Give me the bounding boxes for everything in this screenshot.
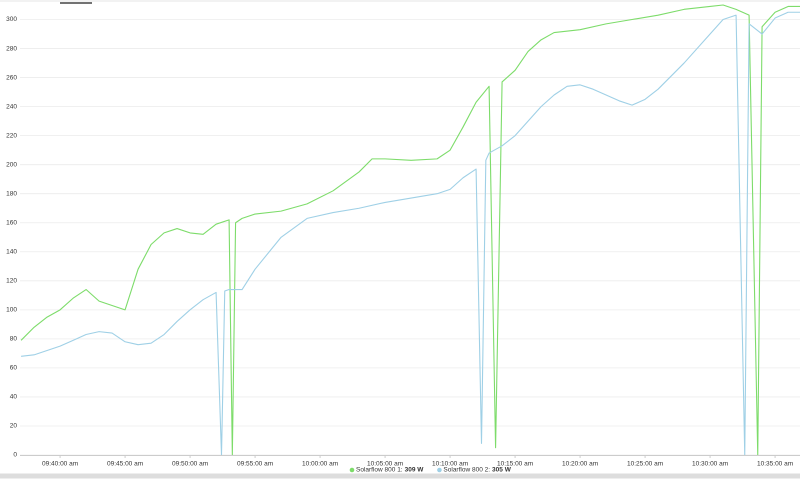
y-tick-label: 100 (6, 307, 17, 314)
legend-swatch (349, 467, 355, 473)
grid (20, 19, 800, 456)
x-tick-label: 10:25:00 am (627, 461, 663, 468)
y-tick-label: 220 (6, 132, 17, 139)
legend-value: 305 W (492, 467, 512, 474)
y-tick-label: 60 (10, 365, 18, 372)
y-tick-label: 120 (6, 278, 17, 285)
x-tick-label: 10:00:00 am (302, 461, 338, 468)
legend-value: 309 W (405, 467, 425, 474)
lines (20, 4, 800, 456)
y-tick-label: 180 (6, 190, 17, 197)
legend-label: Solarflow 800 2: (443, 467, 490, 474)
series-line (21, 11, 800, 456)
x-tick-label: 10:05:00 am (367, 461, 403, 468)
y-tick-label: 280 (6, 45, 17, 52)
x-tick-label: 10:20:00 am (562, 461, 598, 468)
legend: Solarflow 800 1: 309 W Solarflow 800 2: 305… (349, 467, 512, 474)
y-tick-label: 40 (10, 394, 18, 401)
y-tick-label: 160 (6, 219, 17, 226)
y-tick-label: 0 (13, 452, 17, 459)
y-tick-label: 300 (6, 16, 17, 23)
y-tick-label: 20 (10, 423, 18, 430)
y-tick-label: 80 (10, 336, 18, 343)
y-tick-label: 260 (6, 74, 17, 81)
y-tick-label: 240 (6, 103, 17, 110)
x-tick-label: 10:10:00 am (432, 461, 468, 468)
x-tick-label: 10:30:00 am (692, 461, 728, 468)
x-tick-label: 09:40:00 am (42, 461, 78, 468)
axes: 0 20 40 60 80 100 120 140 160 180 200 220 240 260 280 3… (6, 16, 800, 468)
legend-label: Solarflow 800 1: (356, 467, 403, 474)
x-tick-label: 10:15:00 am (497, 461, 533, 468)
x-tick-label: 09:50:00 am (172, 461, 208, 468)
x-tick-label: 10:35:00 am (757, 461, 793, 468)
y-tick-label: 140 (6, 248, 17, 255)
x-tick-label: 09:45:00 am (107, 461, 143, 468)
series-line (20, 4, 800, 456)
x-tick-label: 09:55:00 am (237, 461, 273, 468)
legend-swatch (437, 467, 442, 473)
y-tick-label: 200 (6, 161, 17, 168)
